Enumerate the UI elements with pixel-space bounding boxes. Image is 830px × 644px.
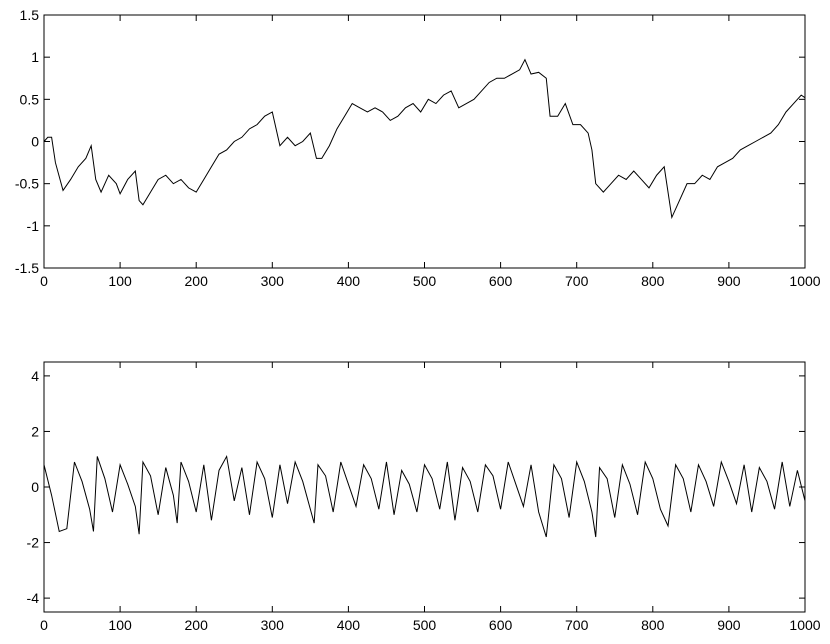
y-tick-label: -1 bbox=[27, 218, 40, 234]
data-line bbox=[43, 454, 806, 538]
x-tick-label: 900 bbox=[717, 617, 741, 633]
x-tick-label: 600 bbox=[489, 617, 513, 633]
x-tick-label: 900 bbox=[717, 273, 741, 289]
x-tick-label: 0 bbox=[40, 273, 48, 289]
x-tick-label: 500 bbox=[413, 617, 437, 633]
y-tick-label: -2 bbox=[27, 535, 40, 551]
x-tick-label: 100 bbox=[108, 617, 132, 633]
x-tick-label: 800 bbox=[641, 617, 665, 633]
x-tick-label: 400 bbox=[337, 273, 361, 289]
x-tick-label: 400 bbox=[337, 617, 361, 633]
y-tick-label: 1 bbox=[31, 49, 39, 65]
y-tick-label: 0.5 bbox=[20, 91, 40, 107]
x-tick-label: 1000 bbox=[789, 273, 820, 289]
y-tick-label: 0 bbox=[31, 479, 39, 495]
axes-box bbox=[43, 361, 806, 613]
axes-box bbox=[43, 14, 806, 269]
y-tick-label: 0 bbox=[31, 134, 39, 150]
y-tick-label: 4 bbox=[31, 368, 39, 384]
x-tick-label: 700 bbox=[565, 617, 589, 633]
x-tick-label: 0 bbox=[40, 617, 48, 633]
x-tick-label: 300 bbox=[261, 617, 285, 633]
x-tick-label: 800 bbox=[641, 273, 665, 289]
x-tick-label: 200 bbox=[185, 617, 209, 633]
y-tick-label: -0.5 bbox=[15, 176, 39, 192]
x-tick-label: 200 bbox=[185, 273, 209, 289]
y-tick-label: -4 bbox=[27, 590, 40, 606]
x-tick-label: 600 bbox=[489, 273, 513, 289]
y-tick-label: 2 bbox=[31, 423, 39, 439]
x-tick-label: 1000 bbox=[789, 617, 820, 633]
data-line bbox=[43, 58, 806, 220]
y-tick-label: -1.5 bbox=[15, 260, 39, 276]
y-tick-label: 1.5 bbox=[20, 7, 40, 23]
x-tick-label: 100 bbox=[108, 273, 132, 289]
x-tick-label: 700 bbox=[565, 273, 589, 289]
x-tick-label: 300 bbox=[261, 273, 285, 289]
x-tick-label: 500 bbox=[413, 273, 437, 289]
